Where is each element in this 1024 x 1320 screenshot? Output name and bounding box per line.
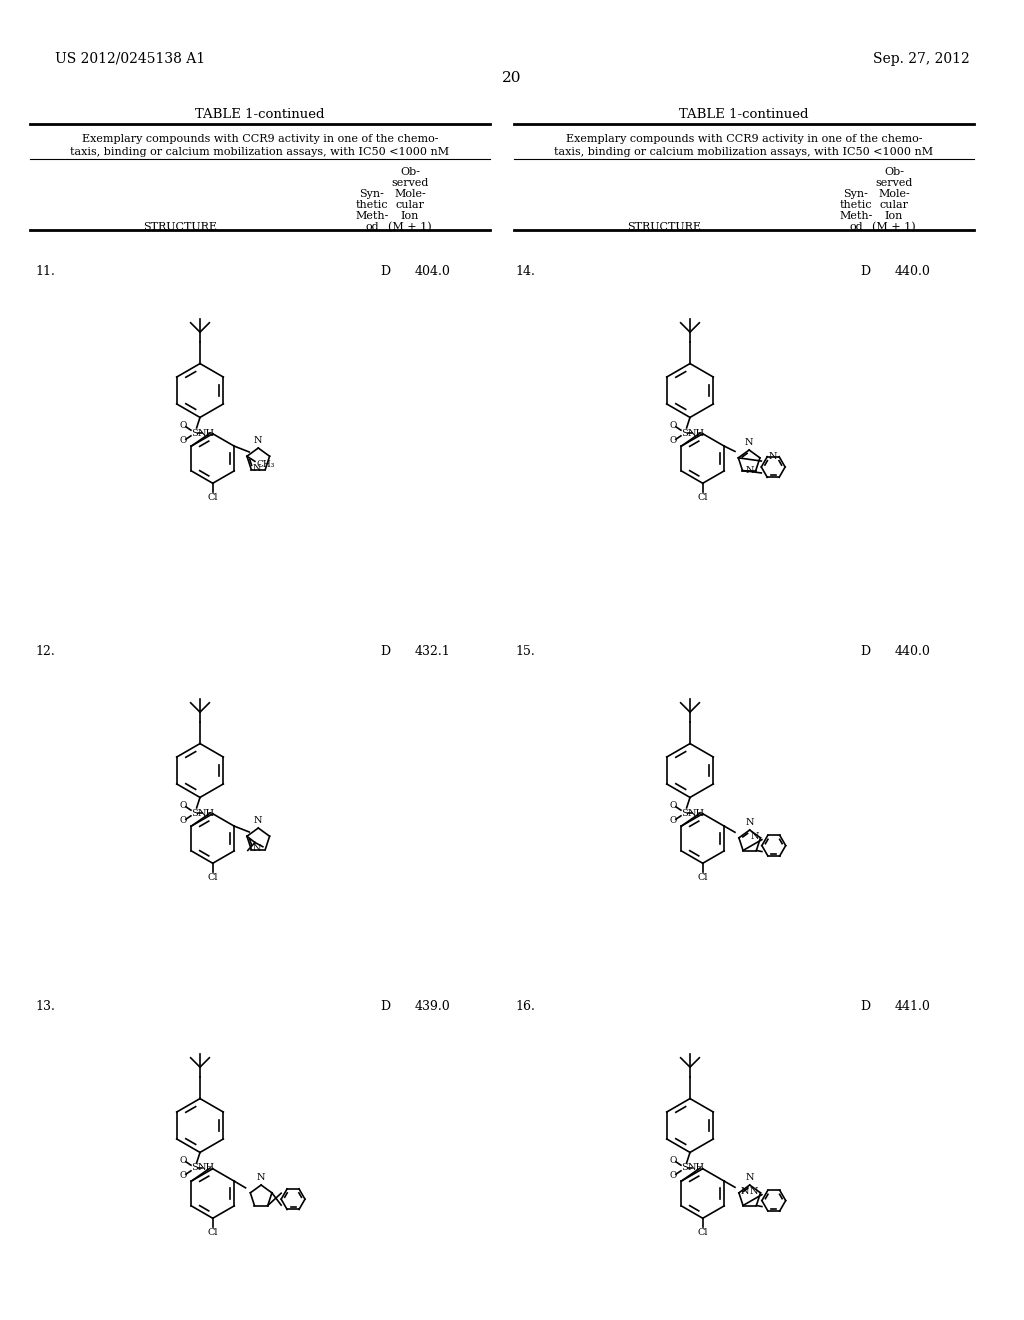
Text: O: O (670, 1155, 677, 1164)
Text: NH: NH (198, 429, 215, 437)
Text: NH: NH (198, 1163, 215, 1172)
Text: 20: 20 (502, 71, 522, 84)
Text: D: D (380, 1001, 390, 1012)
Text: S: S (681, 1163, 688, 1172)
Text: Cl: Cl (697, 874, 708, 883)
Text: Syn-: Syn- (359, 189, 384, 199)
Text: N: N (254, 436, 262, 445)
Text: Sep. 27, 2012: Sep. 27, 2012 (873, 51, 970, 66)
Text: 14.: 14. (515, 265, 535, 279)
Text: S: S (681, 429, 688, 437)
Text: O: O (670, 800, 677, 809)
Text: Ob-: Ob- (400, 168, 420, 177)
Text: Cl: Cl (208, 1229, 218, 1237)
Text: 439.0: 439.0 (415, 1001, 451, 1012)
Text: Meth-: Meth- (840, 211, 872, 220)
Text: 11.: 11. (35, 265, 55, 279)
Text: thetic: thetic (840, 201, 872, 210)
Text: D: D (380, 645, 390, 657)
Text: TABLE 1-continued: TABLE 1-continued (679, 108, 809, 121)
Text: cular: cular (880, 201, 908, 210)
Text: O: O (180, 437, 187, 445)
Text: NH: NH (688, 429, 705, 437)
Text: 432.1: 432.1 (415, 645, 451, 657)
Text: od: od (849, 222, 863, 232)
Text: S: S (190, 429, 198, 437)
Text: N: N (745, 466, 755, 475)
Text: 16.: 16. (515, 1001, 535, 1012)
Text: Cl: Cl (697, 494, 708, 503)
Text: O: O (180, 421, 187, 429)
Text: taxis, binding or calcium mobilization assays, with IC50 <1000 nM: taxis, binding or calcium mobilization a… (554, 147, 934, 157)
Text: N: N (745, 1172, 754, 1181)
Text: N: N (744, 438, 754, 446)
Text: taxis, binding or calcium mobilization assays, with IC50 <1000 nM: taxis, binding or calcium mobilization a… (71, 147, 450, 157)
Text: 440.0: 440.0 (895, 645, 931, 657)
Text: 12.: 12. (35, 645, 54, 657)
Text: CH₃: CH₃ (256, 459, 274, 469)
Text: Syn-: Syn- (844, 189, 868, 199)
Text: D: D (860, 265, 870, 279)
Text: TABLE 1-continued: TABLE 1-continued (196, 108, 325, 121)
Text: STRUCTURE: STRUCTURE (143, 222, 217, 232)
Text: 404.0: 404.0 (415, 265, 451, 279)
Text: Ion: Ion (400, 211, 419, 220)
Text: served: served (391, 178, 429, 187)
Text: Exemplary compounds with CCR9 activity in one of the chemo-: Exemplary compounds with CCR9 activity i… (82, 135, 438, 144)
Text: N: N (740, 1187, 749, 1196)
Text: Mole-: Mole- (879, 189, 910, 199)
Text: NH: NH (198, 808, 215, 817)
Text: 13.: 13. (35, 1001, 55, 1012)
Text: N: N (253, 465, 261, 474)
Text: 440.0: 440.0 (895, 265, 931, 279)
Text: O: O (670, 421, 677, 429)
Text: (M + 1): (M + 1) (388, 222, 432, 232)
Text: served: served (876, 178, 912, 187)
Text: O: O (180, 1155, 187, 1164)
Text: thetic: thetic (355, 201, 388, 210)
Text: D: D (860, 645, 870, 657)
Text: D: D (860, 1001, 870, 1012)
Text: (M + 1): (M + 1) (872, 222, 915, 232)
Text: NH: NH (688, 808, 705, 817)
Text: Cl: Cl (208, 874, 218, 883)
Text: Exemplary compounds with CCR9 activity in one of the chemo-: Exemplary compounds with CCR9 activity i… (565, 135, 923, 144)
Text: Cl: Cl (697, 1229, 708, 1237)
Text: N: N (769, 453, 777, 461)
Text: Ion: Ion (885, 211, 903, 220)
Text: cular: cular (395, 201, 425, 210)
Text: 441.0: 441.0 (895, 1001, 931, 1012)
Text: Ob-: Ob- (884, 168, 904, 177)
Text: US 2012/0245138 A1: US 2012/0245138 A1 (55, 51, 205, 66)
Text: S: S (190, 808, 198, 817)
Text: N: N (745, 817, 754, 826)
Text: O: O (670, 817, 677, 825)
Text: STRUCTURE: STRUCTURE (627, 222, 701, 232)
Text: N: N (750, 1187, 758, 1196)
Text: od: od (366, 222, 379, 232)
Text: O: O (180, 1171, 187, 1180)
Text: N: N (253, 845, 261, 854)
Text: O: O (180, 800, 187, 809)
Text: D: D (380, 265, 390, 279)
Text: Meth-: Meth- (355, 211, 389, 220)
Text: O: O (180, 817, 187, 825)
Text: Cl: Cl (208, 494, 218, 503)
Text: S: S (190, 1163, 198, 1172)
Text: NH: NH (688, 1163, 705, 1172)
Text: O: O (670, 437, 677, 445)
Text: Mole-: Mole- (394, 189, 426, 199)
Text: N: N (751, 832, 759, 841)
Text: N: N (254, 816, 262, 825)
Text: O: O (670, 1171, 677, 1180)
Text: 15.: 15. (515, 645, 535, 657)
Text: S: S (681, 808, 688, 817)
Text: N: N (257, 1172, 265, 1181)
